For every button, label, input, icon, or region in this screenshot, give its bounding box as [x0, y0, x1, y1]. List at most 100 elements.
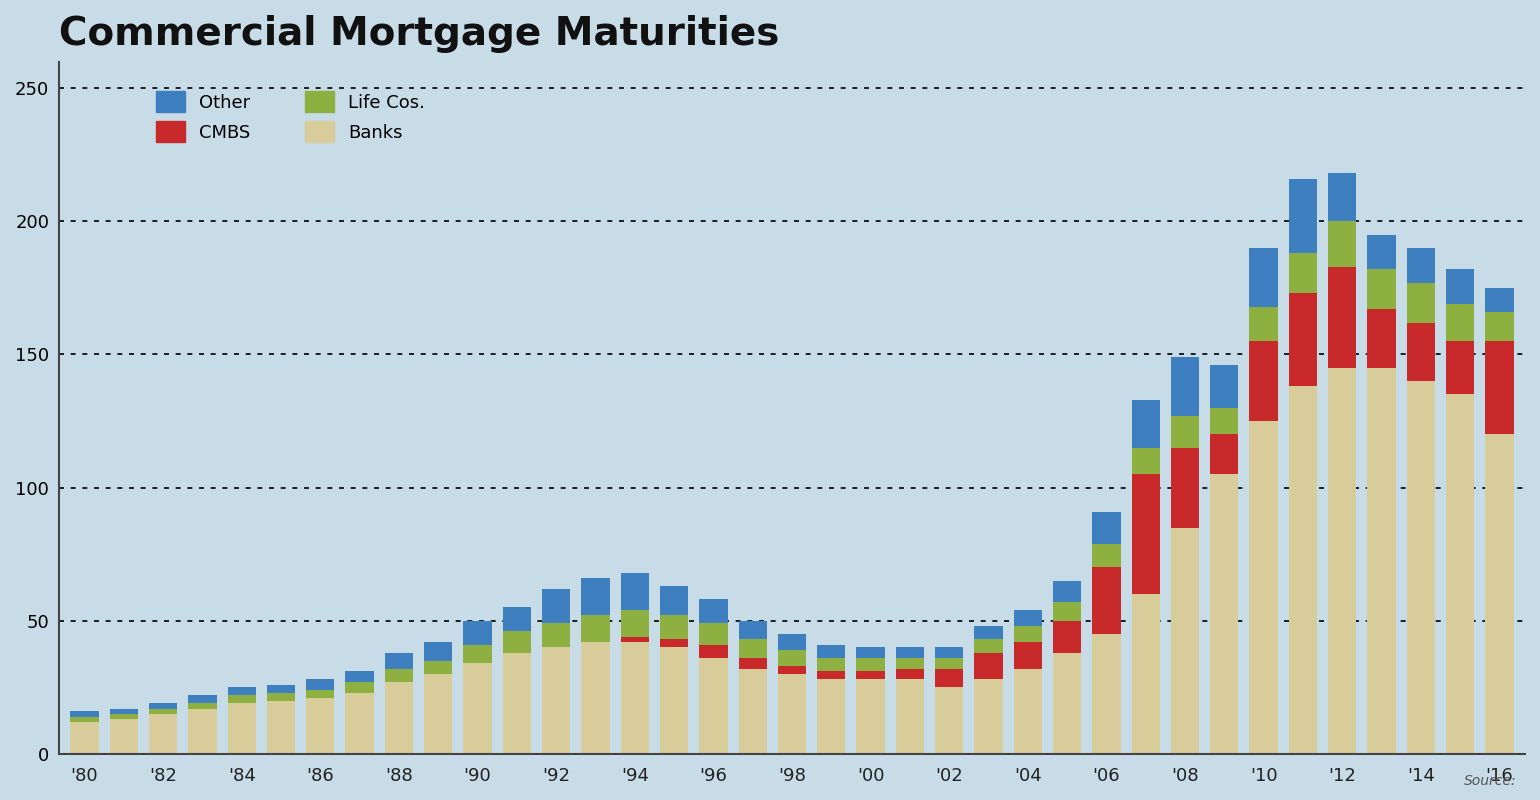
Bar	[739, 669, 767, 754]
Bar	[1210, 474, 1238, 754]
Bar	[975, 653, 1003, 679]
Text: Source:: Source:	[1465, 774, 1517, 788]
Bar	[71, 717, 99, 722]
Bar	[1053, 621, 1081, 653]
Bar	[1170, 527, 1200, 754]
Bar	[1053, 653, 1081, 754]
Bar	[699, 645, 727, 658]
Bar	[149, 703, 177, 709]
Bar	[621, 573, 648, 610]
Bar	[228, 687, 256, 695]
Bar	[1446, 270, 1474, 304]
Bar	[1289, 294, 1317, 386]
Bar	[385, 669, 413, 682]
Bar	[266, 693, 296, 701]
Bar	[661, 615, 688, 639]
Bar	[896, 647, 924, 658]
Bar	[1210, 434, 1238, 474]
Bar	[385, 682, 413, 754]
Bar	[1485, 288, 1514, 312]
Bar	[1053, 581, 1081, 602]
Bar	[818, 679, 845, 754]
Bar	[818, 671, 845, 679]
Bar	[1249, 306, 1278, 341]
Legend: Other, CMBS, Life Cos., Banks: Other, CMBS, Life Cos., Banks	[156, 91, 425, 142]
Bar	[306, 679, 334, 690]
Bar	[1132, 594, 1160, 754]
Bar	[1053, 602, 1081, 621]
Bar	[1446, 341, 1474, 394]
Bar	[1289, 386, 1317, 754]
Bar	[975, 626, 1003, 639]
Bar	[345, 682, 374, 693]
Bar	[1210, 408, 1238, 434]
Bar	[896, 658, 924, 669]
Bar	[266, 685, 296, 693]
Bar	[1013, 626, 1043, 642]
Bar	[1170, 448, 1200, 527]
Bar	[1132, 474, 1160, 594]
Bar	[1406, 248, 1435, 282]
Bar	[975, 639, 1003, 653]
Bar	[188, 703, 217, 709]
Bar	[149, 714, 177, 754]
Bar	[778, 666, 805, 674]
Bar	[502, 607, 531, 631]
Bar	[896, 669, 924, 679]
Bar	[1327, 368, 1357, 754]
Bar	[1170, 357, 1200, 416]
Bar	[424, 674, 453, 754]
Bar	[1210, 365, 1238, 408]
Bar	[1170, 416, 1200, 448]
Bar	[109, 709, 139, 714]
Bar	[1289, 178, 1317, 254]
Bar	[778, 634, 805, 650]
Bar	[71, 711, 99, 717]
Bar	[778, 650, 805, 666]
Text: Commercial Mortgage Maturities: Commercial Mortgage Maturities	[59, 15, 779, 53]
Bar	[149, 709, 177, 714]
Bar	[661, 586, 688, 615]
Bar	[581, 615, 610, 642]
Bar	[1132, 400, 1160, 448]
Bar	[1485, 434, 1514, 754]
Bar	[1368, 234, 1395, 270]
Bar	[1092, 567, 1121, 634]
Bar	[1092, 634, 1121, 754]
Bar	[424, 661, 453, 674]
Bar	[1092, 511, 1121, 543]
Bar	[778, 674, 805, 754]
Bar	[228, 695, 256, 703]
Bar	[306, 690, 334, 698]
Bar	[542, 623, 570, 647]
Bar	[1013, 642, 1043, 669]
Bar	[935, 669, 964, 687]
Bar	[935, 647, 964, 658]
Bar	[71, 722, 99, 754]
Bar	[1013, 669, 1043, 754]
Bar	[699, 599, 727, 623]
Bar	[1327, 174, 1357, 222]
Bar	[188, 709, 217, 754]
Bar	[581, 642, 610, 754]
Bar	[975, 679, 1003, 754]
Bar	[621, 642, 648, 754]
Bar	[856, 647, 886, 658]
Bar	[739, 658, 767, 669]
Bar	[385, 653, 413, 669]
Bar	[935, 658, 964, 669]
Bar	[345, 671, 374, 682]
Bar	[699, 623, 727, 645]
Bar	[739, 639, 767, 658]
Bar	[699, 658, 727, 754]
Bar	[109, 719, 139, 754]
Bar	[345, 693, 374, 754]
Bar	[228, 703, 256, 754]
Bar	[1092, 543, 1121, 567]
Bar	[621, 610, 648, 637]
Bar	[1368, 270, 1395, 310]
Bar	[502, 631, 531, 653]
Bar	[1446, 394, 1474, 754]
Bar	[1327, 222, 1357, 266]
Bar	[424, 642, 453, 661]
